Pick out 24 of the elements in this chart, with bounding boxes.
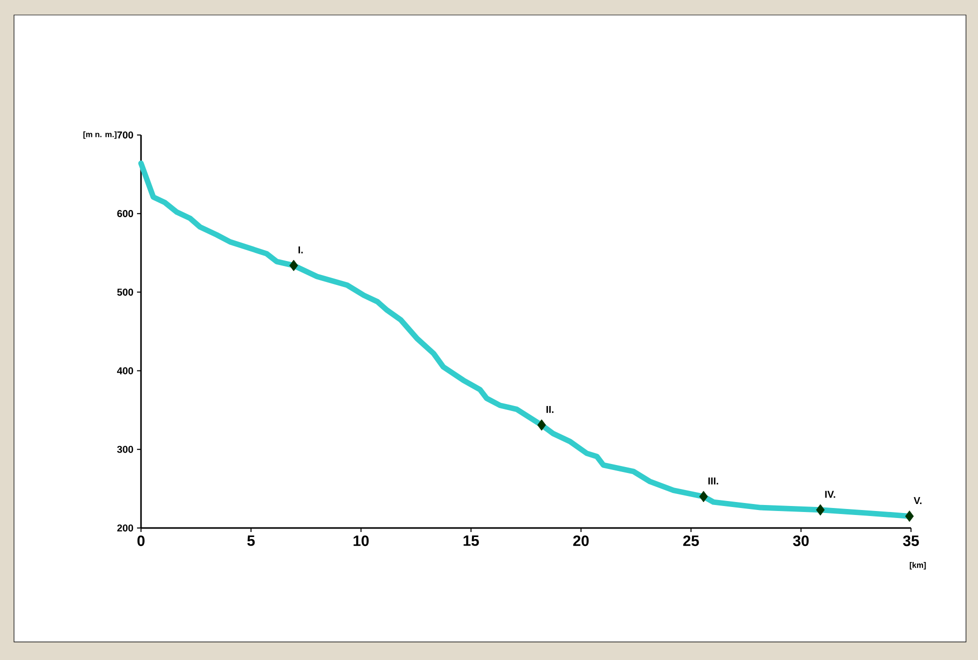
y-tick-label: 600: [117, 210, 134, 218]
x-tick-label: 10: [354, 535, 369, 546]
point: [699, 490, 708, 502]
y-tick-label: 300: [117, 446, 134, 453]
point: [905, 510, 914, 522]
x-tick-label: 35: [903, 535, 919, 546]
point: [537, 419, 546, 431]
annotation: V.: [914, 497, 922, 504]
x-tick-label: 0: [137, 535, 145, 546]
annotation: I.: [298, 246, 303, 254]
x-tick-label: 20: [573, 535, 589, 546]
y-tick-label: 700: [117, 131, 134, 139]
annotation: III.: [708, 478, 718, 484]
point: [816, 504, 825, 516]
y-tick-label: 400: [117, 367, 134, 374]
x-tick-label: 30: [793, 535, 809, 546]
annotation: II.: [546, 406, 554, 413]
x-tick-label: 5: [247, 535, 255, 546]
annotation: IV.: [825, 490, 836, 498]
x-tick-label: 25: [683, 535, 699, 546]
y-tick-label: 200: [117, 524, 134, 532]
y-tick-label: 500: [117, 288, 134, 296]
point: [289, 260, 298, 272]
x-tick-label: 15: [464, 535, 479, 546]
